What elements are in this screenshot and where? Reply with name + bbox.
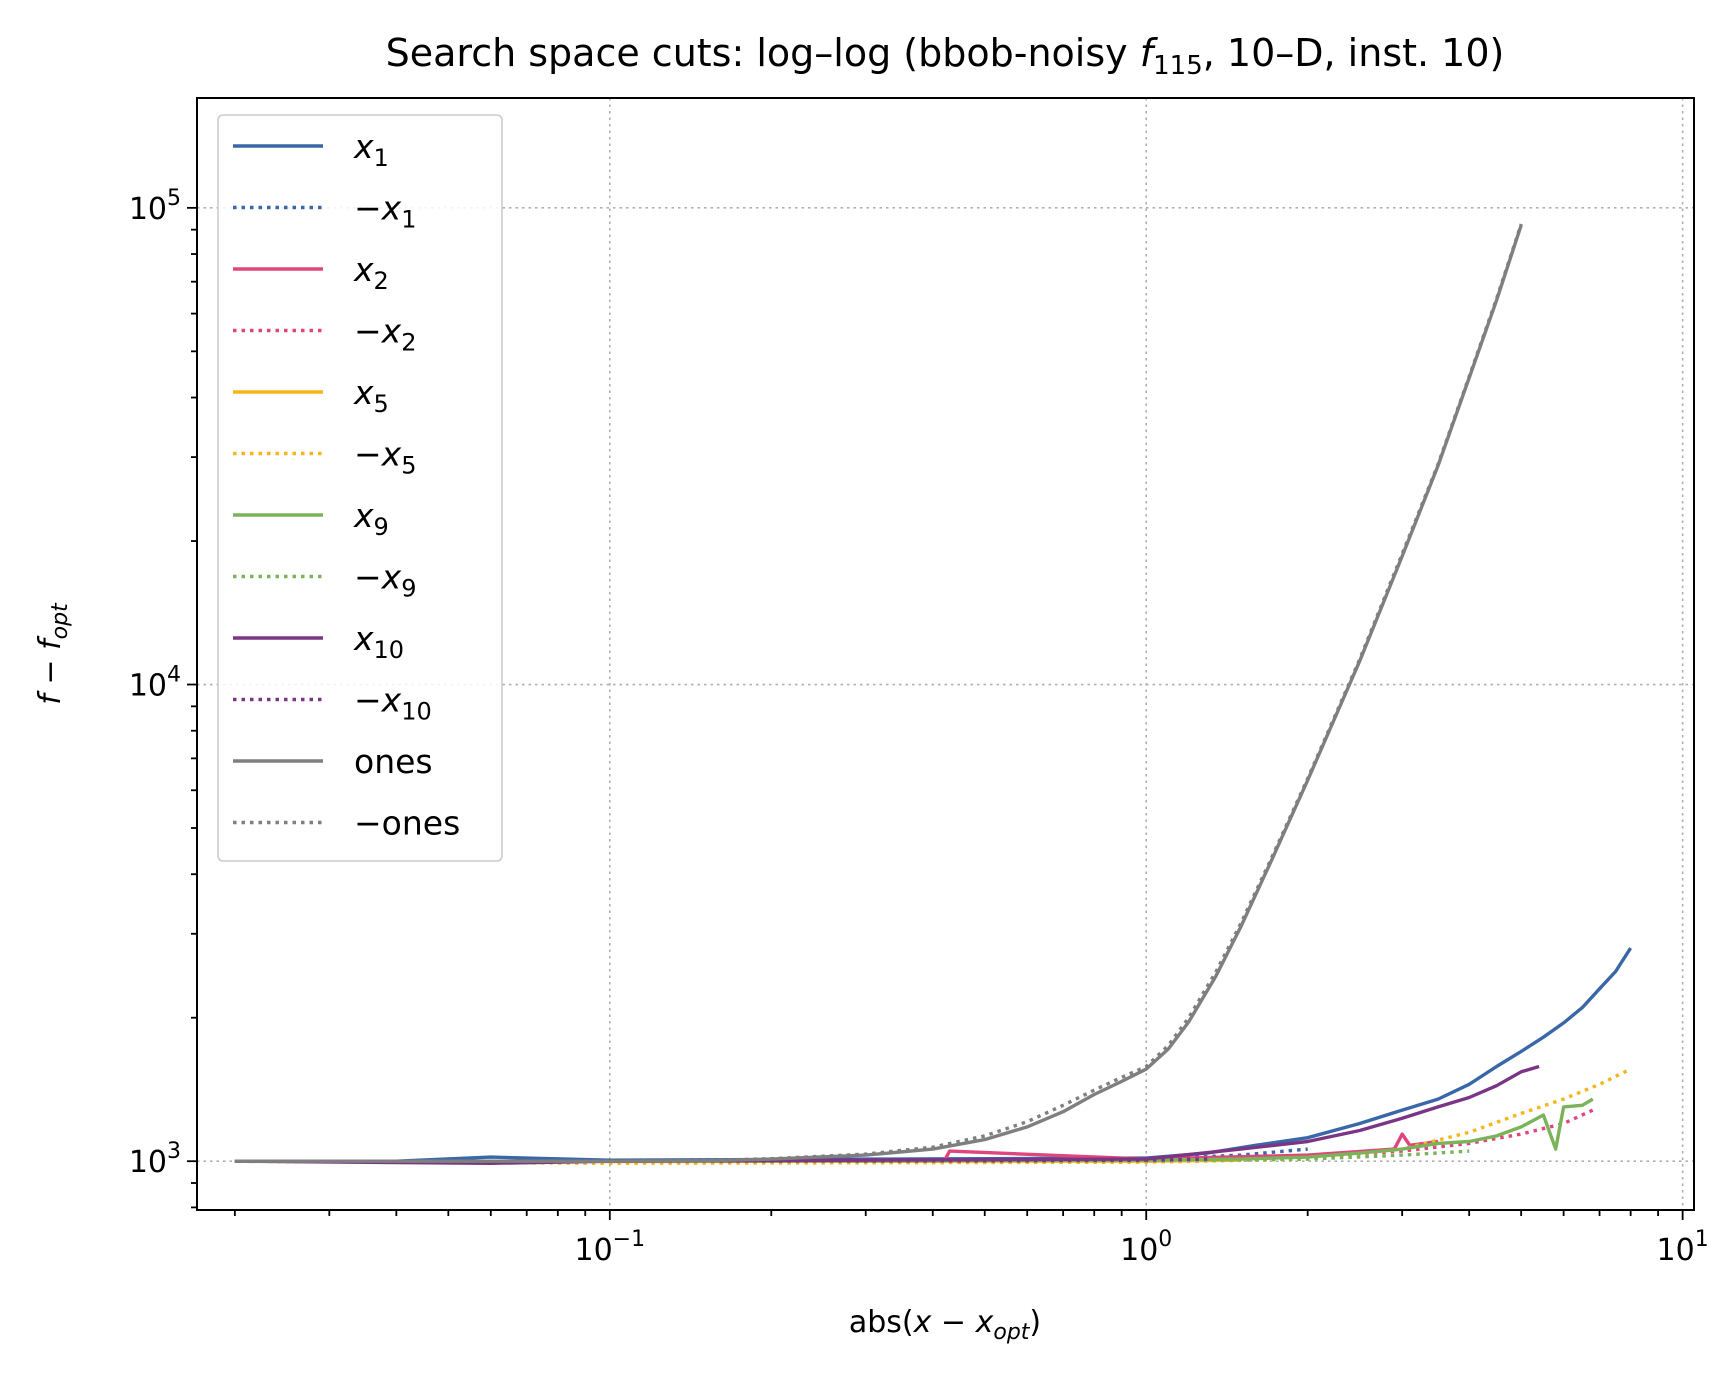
legend-label: −x10 bbox=[354, 681, 432, 726]
y-tick-label: 104 bbox=[129, 663, 181, 704]
plot-frame bbox=[196, 97, 1695, 1211]
y-tick-label: 105 bbox=[129, 186, 181, 227]
y-axis-label: f − fopt bbox=[33, 602, 73, 705]
legend: x1 −x1 x2 −x2 x5 −x5 x9 −x9 x10 −x10 ones −ones bbox=[217, 114, 503, 862]
series-layer bbox=[234, 223, 1633, 1166]
series-line-neg-ones bbox=[234, 223, 1523, 1163]
legend-label: x1 bbox=[353, 127, 389, 172]
legend-entries: x1 −x1 x2 −x2 x5 −x5 x9 −x9 x10 −x10 ones −ones bbox=[233, 127, 460, 843]
legend-label: x5 bbox=[353, 373, 389, 418]
legend-label: −x2 bbox=[354, 312, 416, 357]
x-tick-label: 10−1 bbox=[574, 1227, 645, 1268]
tick-layer: 10−1 100 101 103 104 105 bbox=[129, 186, 1709, 1268]
legend-box bbox=[217, 114, 503, 862]
legend-label: −ones bbox=[354, 804, 460, 843]
legend-label: x10 bbox=[353, 619, 404, 664]
series-line-x9 bbox=[234, 1097, 1594, 1163]
x-axis-label: abs(x − xopt) bbox=[849, 1305, 1041, 1345]
legend-label: x2 bbox=[353, 250, 389, 295]
y-tick-label: 103 bbox=[129, 1139, 181, 1180]
legend-label: −x5 bbox=[354, 435, 416, 480]
chart-title: Search space cuts: log–log (bbob-noisy f… bbox=[386, 31, 1505, 81]
legend-label: ones bbox=[354, 742, 433, 781]
x-tick-label: 100 bbox=[1120, 1227, 1172, 1268]
x-tick-label: 101 bbox=[1657, 1227, 1709, 1268]
legend-label: −x1 bbox=[354, 189, 416, 234]
legend-label: x9 bbox=[353, 496, 389, 541]
legend-label: −x9 bbox=[354, 558, 416, 603]
